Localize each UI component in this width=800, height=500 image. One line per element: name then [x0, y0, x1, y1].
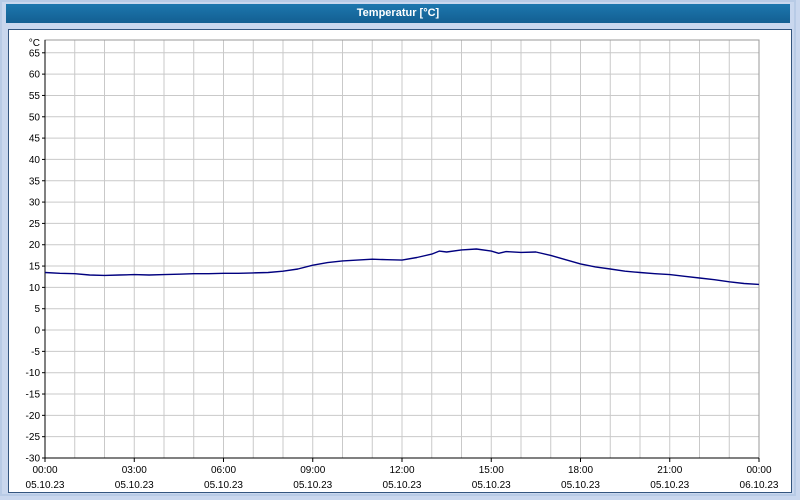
- x-tick-time-label: 09:00: [300, 465, 325, 476]
- x-tick-time-label: 00:00: [746, 465, 771, 476]
- y-unit-label: °C: [29, 38, 40, 49]
- y-tick-label: 65: [29, 48, 41, 59]
- x-tick-date-label: 05.10.23: [204, 480, 243, 491]
- x-tick-date-label: 05.10.23: [26, 480, 65, 491]
- y-tick-label: -10: [26, 368, 41, 379]
- x-tick-date-label: 05.10.23: [383, 480, 422, 491]
- y-tick-label: 20: [29, 240, 41, 251]
- window-title-bar[interactable]: Temperatur [°C]: [6, 4, 790, 23]
- x-tick-date-label: 05.10.23: [650, 480, 689, 491]
- x-tick-date-label: 05.10.23: [293, 480, 332, 491]
- temperature-chart: 65605550454035302520151050-5-10-15-20-25…: [26, 38, 779, 491]
- x-tick-time-label: 03:00: [122, 465, 147, 476]
- y-tick-label: 60: [29, 70, 41, 81]
- y-tick-label: -30: [26, 454, 41, 465]
- x-tick-date-label: 06.10.23: [740, 480, 779, 491]
- x-tick-date-label: 05.10.23: [115, 480, 154, 491]
- y-tick-label: 40: [29, 155, 41, 166]
- chart-panel: 65 60 55 50 45 40 35 30 25 20 15 10 5 0 -5 -10 -15 -20 -25…: [8, 29, 792, 493]
- y-tick-label: 5: [34, 304, 40, 315]
- temperature-line: [44, 248, 760, 286]
- y-tick-label: 55: [29, 91, 41, 102]
- x-tick-time-label: 21:00: [657, 465, 682, 476]
- x-tick-time-label: 18:00: [568, 465, 593, 476]
- y-tick-label: -20: [26, 411, 41, 422]
- x-tick-time-label: 12:00: [389, 465, 414, 476]
- y-tick-label: 45: [29, 134, 41, 145]
- y-tick-label: -25: [26, 432, 41, 443]
- y-tick-label: 50: [29, 112, 41, 123]
- x-tick-time-label: 06:00: [211, 465, 236, 476]
- y-tick-label: -15: [26, 390, 41, 401]
- y-tick-label: 0: [34, 326, 40, 337]
- y-tick-label: 15: [29, 262, 41, 273]
- x-tick-time-label: 00:00: [32, 465, 57, 476]
- y-tick-label: 35: [29, 176, 41, 187]
- x-tick-date-label: 05.10.23: [472, 480, 511, 491]
- y-tick-label: 25: [29, 219, 41, 230]
- y-tick-label: -5: [31, 347, 40, 358]
- x-tick-date-label: 05.10.23: [561, 480, 600, 491]
- window-title: Temperatur [°C]: [356, 7, 440, 19]
- y-tick-label: 30: [29, 198, 41, 209]
- x-tick-time-label: 15:00: [479, 465, 504, 476]
- y-tick-label: 10: [29, 283, 41, 294]
